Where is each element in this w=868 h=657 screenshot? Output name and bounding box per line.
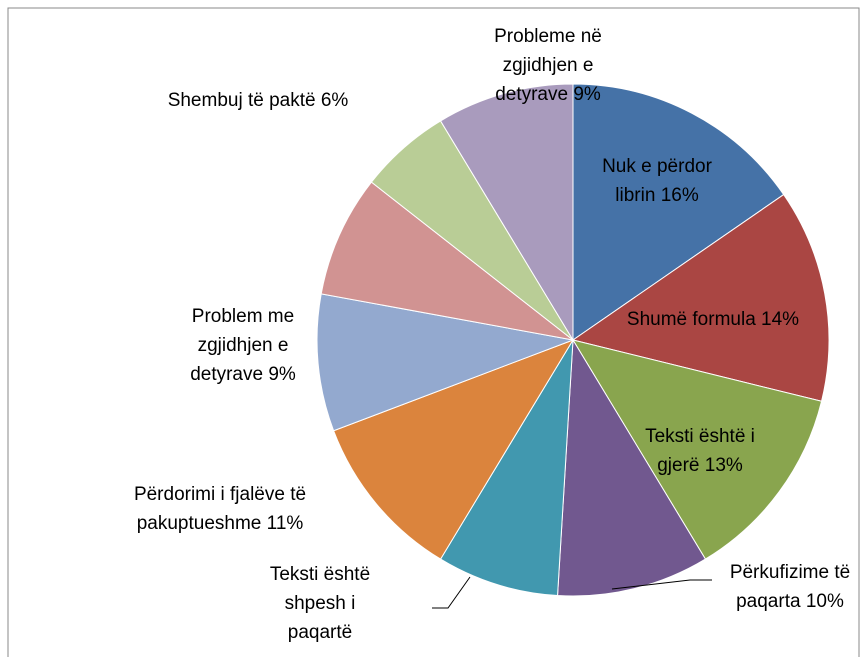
data-label: Probleme në zgjidhjen e detyrave 9%	[473, 22, 623, 109]
leader-line	[432, 576, 471, 609]
slice-value: 10%	[805, 591, 844, 612]
pie-slice	[571, 339, 823, 560]
slice-value: 14%	[761, 309, 800, 330]
data-label: Shembuj të paktë 6%	[163, 86, 353, 115]
pie-slice	[316, 293, 575, 432]
pie-slice	[557, 338, 707, 597]
slice-name: Përkufizime të paqarta	[729, 562, 851, 612]
slice-name: Probleme në zgjidhjen e detyrave	[494, 26, 602, 105]
pie-slice	[439, 339, 574, 597]
pie-slice	[572, 83, 785, 341]
pie-slice	[332, 339, 575, 560]
slice-name: Shembuj të paktë	[167, 90, 316, 111]
data-label: Përkufizime të paqarta 10%	[710, 558, 868, 616]
slice-name: Përdorimi i fjalëve të pakuptueshme	[133, 484, 307, 534]
slice-name: Problem me zgjidhjen e detyrave	[190, 306, 295, 385]
data-label: Shumë formula 14%	[623, 305, 803, 334]
pie-slice	[320, 181, 574, 341]
pie-slice	[439, 83, 574, 342]
slice-value: 9%	[268, 364, 296, 385]
slice-value: 9%	[573, 84, 601, 105]
pie-slice	[571, 193, 830, 402]
data-label: Teksti është shpesh i paqartë	[255, 560, 385, 647]
slice-name: Shumë formula	[626, 309, 756, 330]
data-label: Nuk e përdor librin 16%	[582, 152, 732, 210]
data-label: Përdorimi i fjalëve të pakuptueshme 11%	[105, 480, 335, 538]
slice-value: 11%	[266, 513, 304, 534]
slice-value: 6%	[320, 90, 349, 111]
data-label: Problem me zgjidhjen e detyrave 9%	[168, 302, 318, 389]
slice-name: Teksti është shpesh i paqartë	[269, 564, 371, 643]
slice-value: 16%	[660, 185, 699, 206]
frame	[7, 7, 860, 657]
data-label: Teksti është i gjerë 13%	[625, 422, 775, 480]
slice-value: 13%	[704, 455, 743, 476]
slice-name: Teksti është i gjerë	[645, 426, 755, 476]
leader-line	[611, 579, 712, 590]
slice-name: Nuk e përdor librin	[602, 156, 712, 206]
